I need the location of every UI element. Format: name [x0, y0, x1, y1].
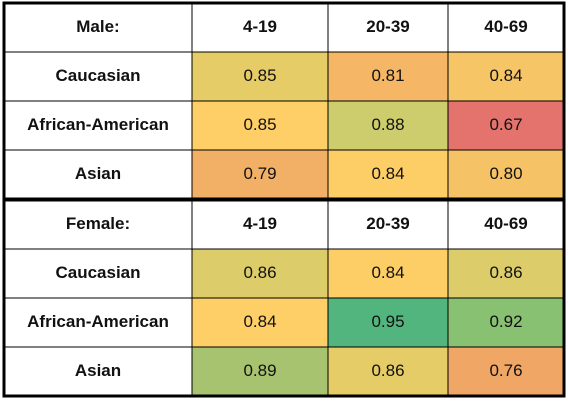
column-label: 40-69: [484, 17, 527, 36]
row-label: Asian: [75, 361, 121, 380]
column-label: 4-19: [243, 17, 277, 36]
cell-value: 0.86: [489, 263, 522, 282]
cell-value: 0.84: [371, 263, 404, 282]
cell-value: 0.76: [489, 361, 522, 380]
row-label: Asian: [75, 164, 121, 183]
cell-value: 0.81: [371, 66, 404, 85]
cell-value: 0.84: [371, 164, 404, 183]
table-title: Female:: [66, 214, 130, 233]
cell-value: 0.88: [371, 115, 404, 134]
cell-value: 0.79: [243, 164, 276, 183]
cell-value: 0.80: [489, 164, 522, 183]
row-label: African-American: [27, 312, 169, 331]
row-label: Caucasian: [55, 66, 140, 85]
heatmap-block-2: Female: 4-19 20-39 40-69 Caucasian 0.86 0.84 0.…: [4, 200, 564, 396]
cell-value: 0.89: [243, 361, 276, 380]
cell-value: 0.86: [371, 361, 404, 380]
row-label: Caucasian: [55, 263, 140, 282]
column-label: 20-39: [366, 17, 409, 36]
column-label: 4-19: [243, 214, 277, 233]
table-title: Male:: [76, 17, 119, 36]
cell-value: 0.95: [371, 312, 404, 331]
column-label: 20-39: [366, 214, 409, 233]
cell-value: 0.85: [243, 115, 276, 134]
row-label: African-American: [27, 115, 169, 134]
cell-value: 0.92: [489, 312, 522, 331]
cell-value: 0.84: [489, 66, 522, 85]
cell-value: 0.86: [243, 263, 276, 282]
cell-value: 0.67: [489, 115, 522, 134]
heatmap-block-1: Male: 4-19 20-39 40-69 Caucasian 0.85 0.81 0.84…: [4, 3, 564, 199]
column-label: 40-69: [484, 214, 527, 233]
cell-value: 0.84: [243, 312, 276, 331]
cell-value: 0.85: [243, 66, 276, 85]
